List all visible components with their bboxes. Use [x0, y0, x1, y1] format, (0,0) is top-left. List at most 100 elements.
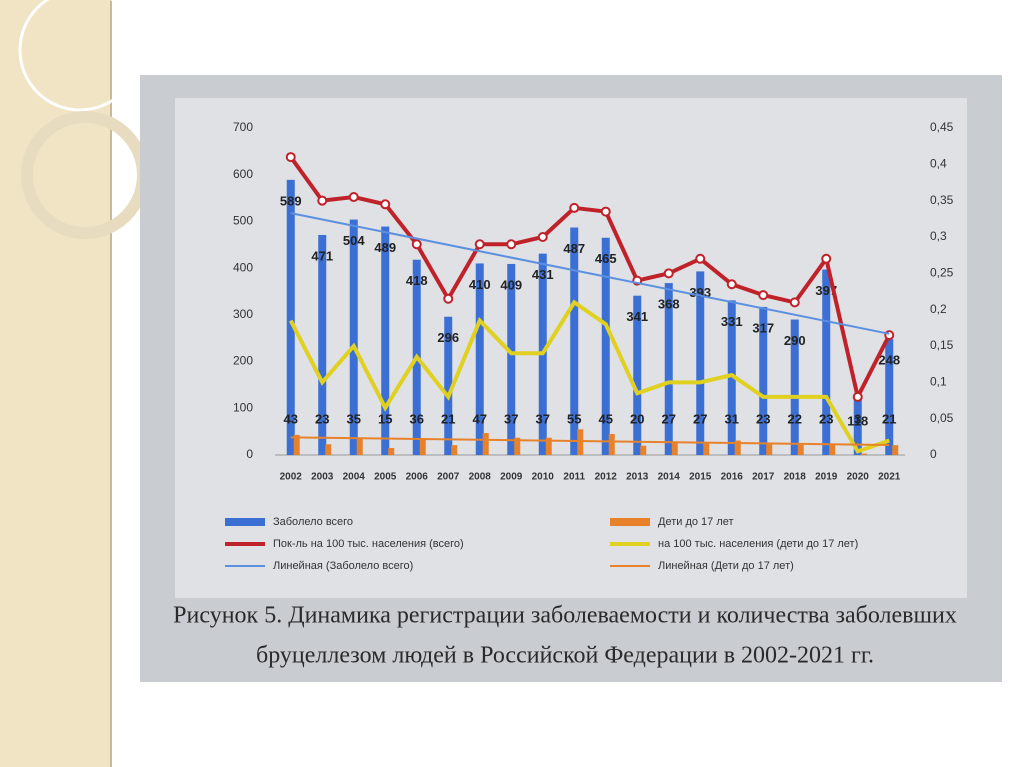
value-label: 22 [788, 411, 802, 426]
y-tick-label: 0 [246, 447, 253, 461]
value-label: 37 [504, 411, 518, 426]
line-marker [663, 268, 674, 279]
bar [475, 263, 484, 455]
y-tick-label: 700 [233, 120, 253, 134]
bar [325, 444, 332, 455]
x-tick-label: 2011 [563, 472, 585, 483]
bar [601, 237, 610, 455]
value-label: 3 [854, 411, 861, 426]
x-tick-label: 2015 [689, 472, 712, 483]
bar [381, 226, 390, 455]
x-tick-label: 2003 [311, 472, 334, 483]
x-tick-label: 2019 [815, 472, 838, 483]
x-tick-label: 2002 [280, 472, 303, 483]
x-tick-label: 2016 [721, 472, 744, 483]
y-tick-label: 600 [233, 167, 253, 181]
bar [829, 444, 836, 455]
value-label: 31 [725, 411, 739, 426]
bar [570, 227, 579, 455]
x-tick-label: 2009 [500, 472, 523, 483]
line-marker [569, 202, 580, 213]
value-label: 368 [658, 297, 680, 312]
y-tick-label: 300 [233, 307, 253, 321]
y2-tick-label: 0,25 [930, 266, 954, 280]
value-label: 23 [756, 411, 770, 426]
legend-label: Линейная (Заболело всего) [273, 560, 413, 572]
value-label: 504 [343, 233, 365, 248]
value-label: 341 [626, 309, 648, 324]
line-marker [821, 253, 832, 264]
value-label: 465 [595, 251, 617, 266]
bar [388, 447, 395, 455]
value-label: 43 [284, 411, 298, 426]
x-tick-label: 2010 [532, 472, 555, 483]
y2-tick-label: 0,15 [930, 338, 954, 352]
legend-label: на 100 тыс. населения (дети до 17 лет) [658, 538, 858, 550]
bar [419, 438, 426, 455]
value-label: 471 [311, 248, 333, 263]
line-marker [317, 195, 328, 206]
x-tick-label: 2013 [626, 472, 649, 483]
bar [633, 295, 642, 455]
line-marker [537, 232, 548, 242]
legend-swatch [610, 518, 650, 526]
deco-circle [18, 0, 142, 112]
bar [790, 319, 799, 455]
y2-tick-label: 0,4 [930, 157, 947, 171]
value-label: 47 [473, 411, 487, 426]
line-marker [789, 297, 800, 308]
value-label: 248 [878, 353, 900, 368]
bar [892, 445, 899, 455]
y2-tick-label: 0,3 [930, 229, 947, 243]
value-label: 45 [599, 411, 613, 426]
legend-label: Пок-ль на 100 тыс. населения (всего) [273, 538, 464, 550]
bar [349, 219, 358, 455]
x-tick-label: 2020 [847, 472, 870, 483]
value-label: 296 [437, 330, 459, 345]
line-marker [852, 391, 863, 402]
bar [797, 444, 804, 455]
y-tick-label: 500 [233, 214, 253, 228]
caption: Рисунок 5. Динамика регистрации заболева… [173, 603, 957, 629]
bar [514, 437, 521, 455]
line-marker [285, 152, 296, 163]
value-label: 589 [280, 193, 302, 208]
trendline [290, 212, 890, 335]
bar [734, 440, 741, 455]
line-marker [758, 290, 769, 301]
x-tick-label: 2008 [469, 472, 492, 483]
y2-tick-label: 0,2 [930, 302, 947, 316]
bar [451, 445, 458, 455]
bar [577, 429, 584, 455]
y2-tick-label: 0,05 [930, 411, 954, 425]
value-label: 23 [819, 411, 833, 426]
line [288, 299, 890, 454]
legend-label: Линейная (Дети до 17 лет) [658, 560, 794, 572]
bar [318, 234, 327, 455]
bar [545, 437, 552, 455]
y-tick-label: 200 [233, 354, 253, 368]
x-tick-label: 2018 [784, 472, 807, 483]
value-label: 36 [410, 411, 424, 426]
x-tick-label: 2004 [343, 472, 366, 483]
value-label: 20 [630, 411, 644, 426]
value-label: 27 [693, 411, 707, 426]
x-tick-label: 2007 [437, 472, 460, 483]
value-label: 37 [536, 411, 550, 426]
bar [759, 306, 768, 455]
legend-label: Заболело всего [273, 516, 353, 528]
y2-tick-label: 0,35 [930, 193, 954, 207]
bar [507, 263, 516, 455]
bar [444, 316, 453, 455]
bar [860, 453, 867, 455]
bar [664, 283, 673, 455]
x-tick-label: 2014 [658, 472, 681, 483]
value-label: 35 [347, 411, 361, 426]
x-tick-label: 2005 [374, 472, 397, 483]
line-marker [600, 206, 611, 217]
value-label: 409 [500, 277, 522, 292]
y-tick-label: 100 [233, 400, 253, 414]
line-marker [474, 239, 485, 250]
line-marker [411, 239, 422, 250]
bar [766, 444, 773, 455]
